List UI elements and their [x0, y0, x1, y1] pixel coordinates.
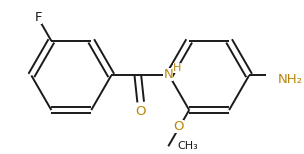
- Text: N: N: [163, 68, 173, 81]
- Text: O: O: [136, 105, 146, 118]
- Text: CH₃: CH₃: [178, 141, 199, 151]
- Text: O: O: [174, 120, 184, 133]
- Text: H: H: [173, 63, 181, 73]
- Text: NH₂: NH₂: [278, 73, 302, 86]
- Text: F: F: [34, 11, 42, 24]
